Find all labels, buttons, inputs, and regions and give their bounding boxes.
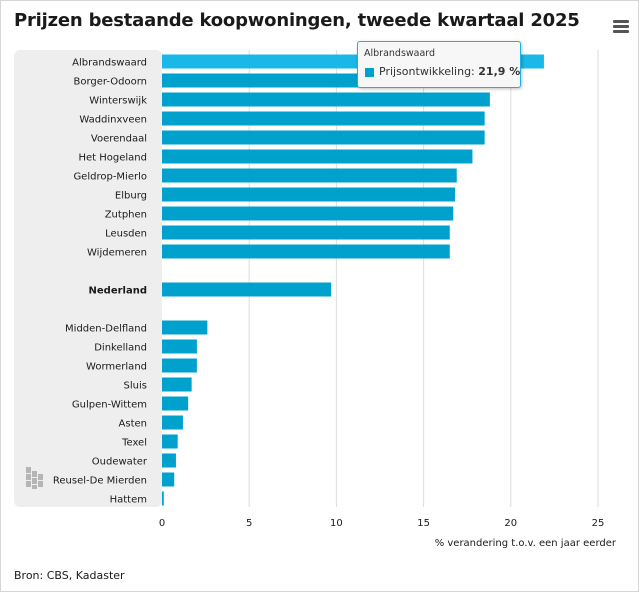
x-tick-label-25: 25 bbox=[592, 518, 605, 529]
tooltip-series-label: Prijsontwikkeling: bbox=[379, 65, 475, 78]
menu-bar-top bbox=[613, 20, 629, 23]
category-label-asten: Asten bbox=[119, 419, 147, 430]
category-label-wijdemeren: Wijdemeren bbox=[87, 248, 147, 259]
bar-chart: Albrandswaard Borger-Odoorn Winterswijk Wad… bbox=[14, 50, 617, 549]
bar-nederland[interactable] bbox=[162, 282, 332, 297]
category-label-nederland: Nederland bbox=[89, 286, 147, 297]
bar-het-hogeland[interactable] bbox=[162, 149, 473, 164]
bar-elburg[interactable] bbox=[162, 187, 455, 202]
category-label-albrandswaard: Albrandswaard bbox=[72, 58, 147, 69]
tooltip: Albrandswaard Prijsontwikkeling: 21,9 % bbox=[357, 41, 521, 88]
bar-zutphen[interactable] bbox=[162, 206, 454, 221]
tooltip-series-line: Prijsontwikkeling: 21,9 % bbox=[379, 65, 520, 78]
cbs-logo-icon bbox=[26, 467, 43, 489]
bar-wormerland[interactable] bbox=[162, 358, 197, 373]
x-tick-label-20: 20 bbox=[504, 518, 517, 529]
x-tick-label-15: 15 bbox=[417, 518, 430, 529]
bar-geldrop-mierlo[interactable] bbox=[162, 168, 457, 183]
bar-leusden[interactable] bbox=[162, 225, 450, 240]
category-label-midden-delfland: Midden-Delfland bbox=[65, 324, 147, 335]
bar-dinkelland[interactable] bbox=[162, 339, 197, 354]
category-band bbox=[14, 50, 162, 507]
category-label-borger-odoorn: Borger-Odoorn bbox=[73, 77, 147, 88]
category-label-reusel-de-mierden: Reusel-De Mierden bbox=[53, 476, 147, 487]
cbs-logo-dot bbox=[32, 471, 37, 477]
cbs-logo-dot bbox=[26, 481, 31, 487]
x-tick-label-10: 10 bbox=[330, 518, 343, 529]
x-tick-label-5: 5 bbox=[246, 518, 252, 529]
cbs-logo-dot bbox=[26, 467, 31, 473]
cbs-logo-dot bbox=[38, 481, 43, 487]
bar-asten[interactable] bbox=[162, 415, 183, 430]
bar-voerendaal[interactable] bbox=[162, 130, 485, 145]
tooltip-category: Albrandswaard bbox=[364, 48, 436, 59]
bar-midden-delfland[interactable] bbox=[162, 320, 208, 335]
bar-gulpen-wittem[interactable] bbox=[162, 396, 189, 411]
bar-winterswijk[interactable] bbox=[162, 92, 490, 107]
bar-oudewater[interactable] bbox=[162, 453, 176, 468]
category-label-gulpen-wittem: Gulpen-Wittem bbox=[72, 400, 147, 411]
category-label-sluis: Sluis bbox=[124, 381, 147, 392]
bar-reusel-de-mierden[interactable] bbox=[162, 472, 175, 487]
category-label-wormerland: Wormerland bbox=[86, 362, 147, 373]
hamburger-menu-icon[interactable] bbox=[613, 20, 629, 33]
chart-title: Prijzen bestaande koopwoningen, tweede k… bbox=[14, 10, 580, 31]
category-label-waddinxveen: Waddinxveen bbox=[79, 115, 147, 126]
tooltip-value: 21,9 % bbox=[478, 65, 521, 78]
category-label-texel: Texel bbox=[121, 438, 147, 449]
category-label-oudewater: Oudewater bbox=[92, 457, 148, 468]
category-label-het-hogeland: Het Hogeland bbox=[78, 153, 147, 164]
category-label-voerendaal: Voerendaal bbox=[91, 134, 147, 145]
category-label-geldrop-mierlo: Geldrop-Mierlo bbox=[73, 172, 147, 183]
menu-bar-bottom bbox=[613, 30, 629, 33]
category-label-leusden: Leusden bbox=[105, 229, 147, 240]
category-label-dinkelland: Dinkelland bbox=[94, 343, 147, 354]
cbs-logo-dot bbox=[38, 474, 43, 480]
x-tick-label-0: 0 bbox=[159, 518, 165, 529]
bar-waddinxveen[interactable] bbox=[162, 111, 485, 126]
bar-sluis[interactable] bbox=[162, 377, 192, 392]
menu-bar-middle bbox=[613, 25, 629, 28]
category-label-hattem: Hattem bbox=[110, 495, 147, 506]
tooltip-series-swatch bbox=[365, 68, 374, 77]
cbs-logo-dot bbox=[32, 485, 37, 489]
x-axis-title: % verandering t.o.v. een jaar eerder bbox=[435, 538, 617, 549]
category-label-elburg: Elburg bbox=[115, 191, 147, 202]
bar-hattem[interactable] bbox=[162, 491, 164, 506]
source-note: Bron: CBS, Kadaster bbox=[14, 569, 125, 582]
cbs-logo-dot bbox=[26, 474, 31, 480]
bar-texel[interactable] bbox=[162, 434, 178, 449]
bar-wijdemeren[interactable] bbox=[162, 244, 450, 259]
category-label-zutphen: Zutphen bbox=[105, 210, 147, 221]
cbs-logo-dot bbox=[32, 478, 37, 484]
category-label-winterswijk: Winterswijk bbox=[89, 96, 147, 107]
